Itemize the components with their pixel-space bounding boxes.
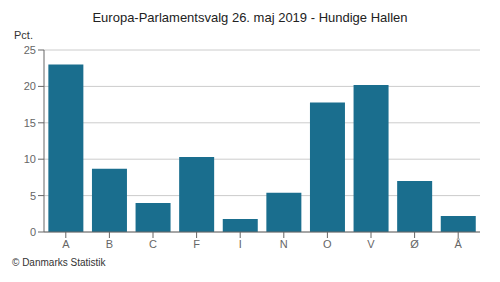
svg-text:A: A bbox=[62, 238, 70, 250]
svg-text:10: 10 bbox=[24, 153, 36, 165]
svg-text:Ø: Ø bbox=[410, 238, 419, 250]
svg-text:B: B bbox=[106, 238, 113, 250]
svg-text:C: C bbox=[149, 238, 157, 250]
svg-text:0: 0 bbox=[30, 226, 36, 238]
html-text:Pct.: Pct. bbox=[14, 29, 33, 41]
svg-text:V: V bbox=[367, 238, 375, 250]
svg-text:25: 25 bbox=[24, 44, 36, 56]
html-text:Europa-Parlamentsvalg 26. maj: Europa-Parlamentsvalg 26. maj 2019 - Hun… bbox=[92, 10, 408, 25]
svg-text:20: 20 bbox=[24, 80, 36, 92]
svg-text:5: 5 bbox=[30, 190, 36, 202]
svg-text:N: N bbox=[280, 238, 288, 250]
html-text:© Danmarks Statistik: © Danmarks Statistik bbox=[12, 257, 106, 268]
svg-text:15: 15 bbox=[24, 117, 36, 129]
svg-text:O: O bbox=[323, 238, 332, 250]
svg-text:Å: Å bbox=[455, 238, 463, 250]
svg-text:F: F bbox=[193, 238, 200, 250]
svg-text:I: I bbox=[239, 238, 242, 250]
